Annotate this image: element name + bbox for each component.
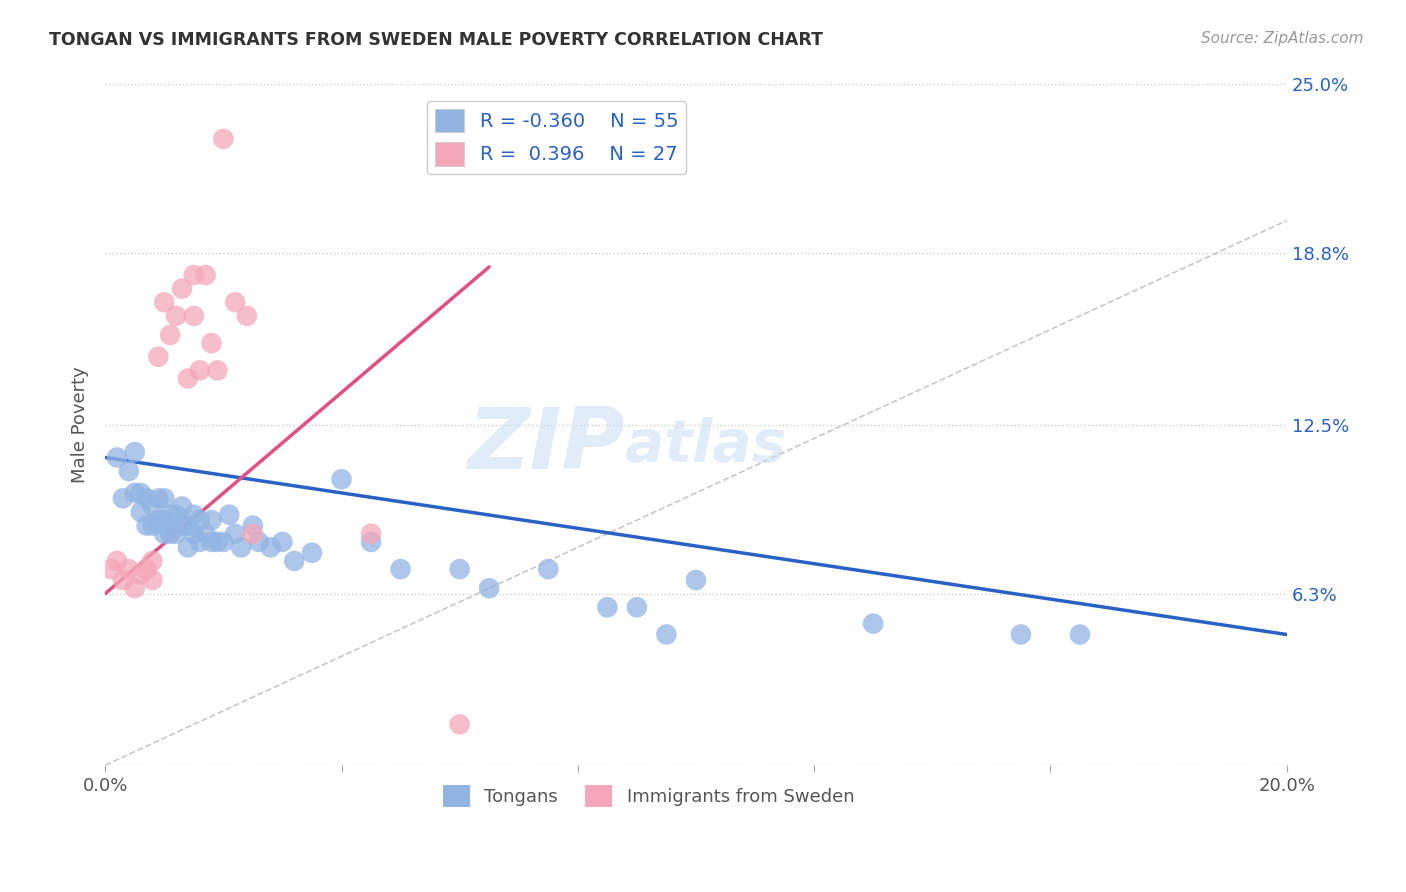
Point: [148, 513, 170, 527]
Point: [105, 450, 128, 465]
Point: [141, 554, 163, 568]
Point: [183, 526, 205, 541]
Point: [537, 562, 560, 576]
Point: [242, 526, 264, 541]
Point: [207, 535, 229, 549]
Text: atlas: atlas: [626, 417, 786, 474]
Point: [218, 508, 240, 522]
Text: Source: ZipAtlas.com: Source: ZipAtlas.com: [1201, 31, 1364, 46]
Point: [183, 508, 205, 522]
Point: [170, 518, 193, 533]
Point: [111, 491, 134, 506]
Point: [153, 526, 176, 541]
Point: [141, 518, 163, 533]
Point: [148, 491, 170, 506]
Point: [207, 363, 229, 377]
Point: [655, 627, 678, 641]
Point: [236, 309, 259, 323]
Point: [478, 581, 501, 595]
Text: TONGAN VS IMMIGRANTS FROM SWEDEN MALE POVERTY CORRELATION CHART: TONGAN VS IMMIGRANTS FROM SWEDEN MALE PO…: [49, 31, 823, 49]
Point: [626, 600, 648, 615]
Point: [224, 526, 246, 541]
Point: [129, 567, 152, 582]
Point: [449, 562, 471, 576]
Point: [194, 268, 217, 282]
Point: [153, 295, 176, 310]
Point: [1010, 627, 1032, 641]
Point: [118, 464, 141, 478]
Point: [330, 472, 353, 486]
Point: [283, 554, 305, 568]
Point: [129, 505, 152, 519]
Point: [177, 518, 200, 533]
Point: [596, 600, 619, 615]
Point: [183, 309, 205, 323]
Point: [242, 518, 264, 533]
Point: [159, 508, 181, 522]
Point: [200, 513, 222, 527]
Point: [141, 573, 163, 587]
Point: [118, 562, 141, 576]
Point: [177, 371, 200, 385]
Point: [224, 295, 246, 310]
Text: ZIP: ZIP: [467, 404, 626, 487]
Point: [165, 526, 187, 541]
Point: [685, 573, 707, 587]
Point: [183, 268, 205, 282]
Point: [212, 535, 235, 549]
Point: [111, 573, 134, 587]
Point: [159, 328, 181, 343]
Point: [165, 309, 187, 323]
Point: [194, 526, 217, 541]
Point: [170, 500, 193, 514]
Point: [124, 581, 146, 595]
Point: [360, 535, 382, 549]
Legend: Tongans, Immigrants from Sweden: Tongans, Immigrants from Sweden: [436, 778, 862, 814]
Point: [200, 336, 222, 351]
Point: [129, 486, 152, 500]
Point: [153, 491, 176, 506]
Point: [165, 508, 187, 522]
Point: [301, 546, 323, 560]
Point: [100, 562, 122, 576]
Point: [212, 132, 235, 146]
Point: [1069, 627, 1091, 641]
Point: [862, 616, 884, 631]
Point: [135, 491, 157, 506]
Point: [148, 350, 170, 364]
Point: [188, 513, 211, 527]
Point: [259, 541, 281, 555]
Point: [170, 282, 193, 296]
Point: [389, 562, 412, 576]
Point: [200, 535, 222, 549]
Point: [141, 500, 163, 514]
Point: [247, 535, 270, 549]
Point: [188, 363, 211, 377]
Point: [229, 541, 252, 555]
Point: [449, 717, 471, 731]
Point: [105, 554, 128, 568]
Point: [188, 535, 211, 549]
Point: [153, 513, 176, 527]
Point: [124, 445, 146, 459]
Point: [159, 526, 181, 541]
Point: [135, 518, 157, 533]
Point: [124, 486, 146, 500]
Y-axis label: Male Poverty: Male Poverty: [72, 367, 89, 483]
Point: [177, 541, 200, 555]
Point: [271, 535, 294, 549]
Point: [135, 562, 157, 576]
Point: [360, 526, 382, 541]
